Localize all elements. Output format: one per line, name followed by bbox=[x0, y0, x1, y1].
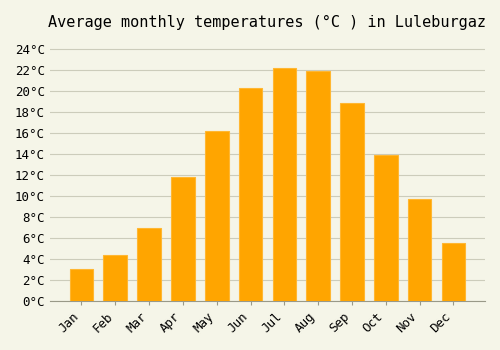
Bar bbox=[70, 270, 94, 301]
Title: Average monthly temperatures (°C ) in Luleburgaz: Average monthly temperatures (°C ) in Lu… bbox=[48, 15, 486, 30]
Bar bbox=[104, 255, 127, 301]
Bar bbox=[374, 155, 398, 301]
Bar bbox=[408, 199, 432, 301]
Bar bbox=[340, 103, 364, 301]
Bar bbox=[205, 131, 229, 301]
Bar bbox=[171, 177, 194, 301]
Bar bbox=[138, 228, 161, 301]
Bar bbox=[442, 243, 465, 301]
Bar bbox=[272, 68, 296, 301]
Bar bbox=[238, 88, 262, 301]
Bar bbox=[306, 71, 330, 301]
